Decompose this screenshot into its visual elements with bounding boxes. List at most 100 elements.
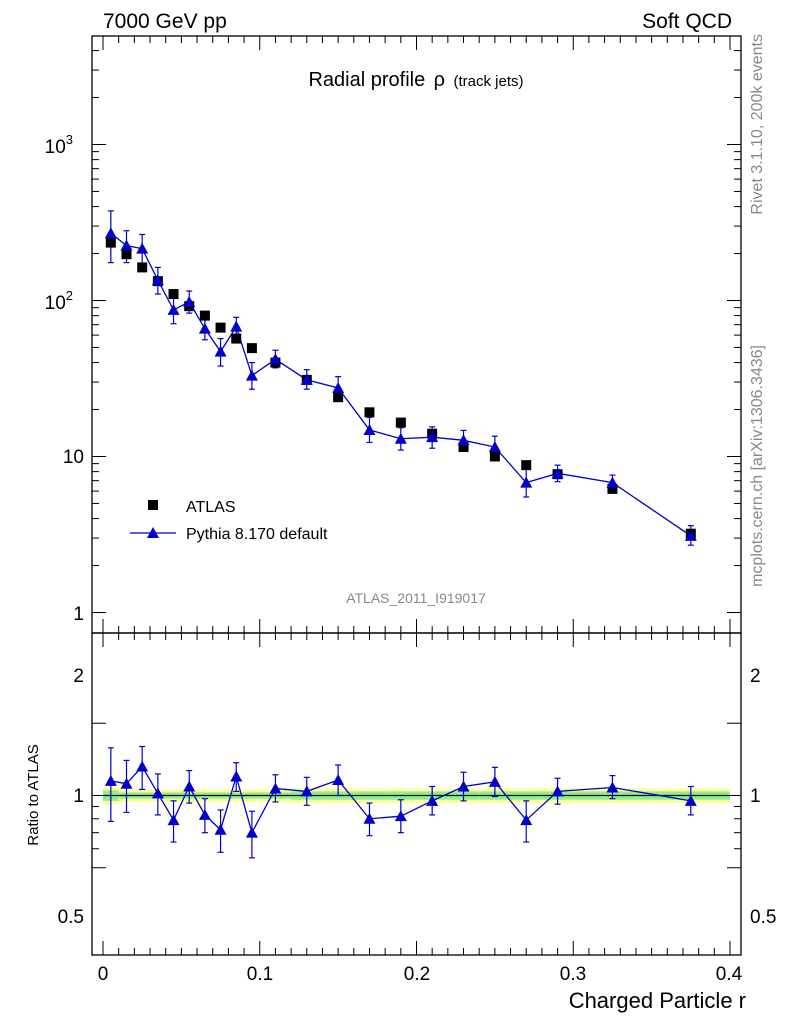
ratio-pythia-point [457,780,470,792]
ratio-pythia-point [136,760,149,772]
atlas-point [489,451,500,462]
ratio-pythia-point [684,794,697,806]
ratio-pythia-point [151,787,164,799]
rivet-version-label: Rivet 3.1.10, 200k events [749,34,766,215]
pythia-point [332,381,345,393]
ratio-y-tick-1-left: 1 [73,786,84,807]
atlas-point [168,289,179,300]
atlas-point [231,333,242,344]
ratio-pythia-point [167,814,180,826]
y-tick-label-1000: 103 [45,132,73,158]
atlas-point [121,249,132,260]
x-tick-label-01: 0.1 [247,964,273,985]
atlas-point [246,343,257,354]
ratio-pythia-point [606,781,619,793]
x-axis-label: Charged Particle r [569,988,746,1013]
legend: ATLAS Pythia 8.170 default [130,499,328,543]
title-main: Radial profile [308,69,425,91]
pythia-point [551,467,564,479]
title-symbol: ρ [434,69,445,91]
x-tick-label-02: 0.2 [404,964,430,985]
ratio-pythia-point [245,826,258,838]
pythia-point [104,227,117,239]
ratio-pythia-point [214,823,227,835]
ratio-pythia-point [332,774,345,786]
pythia-point [300,373,313,385]
pythia-point [457,434,470,446]
ratio-pythia-point [269,782,282,794]
title-sub: (track jets) [454,73,524,90]
pythia-point [488,441,501,453]
y-tick-label-1: 1 [73,604,84,625]
chart-title: Radial profile ρ (track jets) [308,69,523,91]
ratio-pythia-point [551,785,564,797]
pythia-point [198,322,211,334]
main-y-tick-labels: 1 10 102 103 [45,132,84,625]
pythia-point [426,431,439,443]
x-tick-label-0: 0 [98,964,109,985]
legend-pythia-marker [147,527,159,538]
pythia-point [120,239,133,251]
ratio-y-tick-2-right: 2 [750,666,761,687]
pythia-point [684,529,697,541]
atlas-point [199,310,210,321]
ratio-y-tick-05-right: 0.5 [750,907,776,928]
mcplots-label: mcplots.cern.ch [arXiv:1306.3436] [749,345,766,587]
pythia-point [183,295,196,307]
atlas-point [137,262,148,273]
ratio-y-tick-05-left: 0.5 [58,907,84,928]
ratio-pythia-line [110,765,691,835]
header-left: 7000 GeV pp [103,10,227,33]
legend-pythia-label: Pythia 8.170 default [186,526,328,543]
pythia-point [214,345,227,357]
ratio-pythia-point [300,785,313,797]
pythia-point [520,476,533,488]
pythia-point [167,303,180,315]
main-frame [91,35,742,634]
ratio-y-axis-label: Ratio to ATLAS [25,744,42,845]
legend-atlas-label: ATLAS [186,499,236,516]
pythia-point [269,353,282,365]
ratio-pythia-point [104,774,117,786]
x-tick-label-04: 0.4 [716,964,743,985]
atlas-point [105,237,116,248]
ratio-y-tick-labels: 2 1 0.5 2 1 0.5 [58,666,777,928]
atlas-point [607,483,618,494]
ratio-pythia-point [426,794,439,806]
atlas-point [458,442,469,453]
ratio-panel [92,633,741,955]
y-tick-label-10: 10 [63,447,84,468]
pythia-line [110,232,692,537]
ratio-pythia-point [488,775,501,787]
legend-atlas-marker [148,500,158,510]
pythia-point [230,320,243,332]
y-tick-label-100: 102 [45,288,73,314]
pythia-point [363,423,376,435]
pythia-point [394,432,407,444]
header-right: Soft QCD [642,10,732,33]
atlas-point [521,460,532,471]
ratio-pythia-point [120,777,133,789]
atlas-point [333,392,344,403]
ratio-frame [91,632,742,956]
ratio-pythia-point [394,810,407,822]
atlas-point [215,322,226,333]
ratio-y-tick-1-right: 1 [750,786,761,807]
ratio-pythia-point [183,780,196,792]
x-tick-label-03: 0.3 [560,964,586,985]
main-panel [92,36,741,633]
x-tick-labels: 0 0.1 0.2 0.3 0.4 [98,964,743,985]
ratio-y-tick-2-left: 2 [73,666,84,687]
pythia-point [151,274,164,286]
atlas-point [395,417,406,428]
pythia-point [245,369,258,381]
ratio-pythia-point [520,814,533,826]
pythia-point [136,242,149,254]
ratio-pythia-point [198,808,211,820]
analysis-id: ATLAS_2011_I919017 [346,590,486,606]
atlas-point [364,407,375,418]
pythia-point [606,476,619,488]
ratio-pythia-point [230,770,243,782]
ratio-pythia-point [363,812,376,824]
